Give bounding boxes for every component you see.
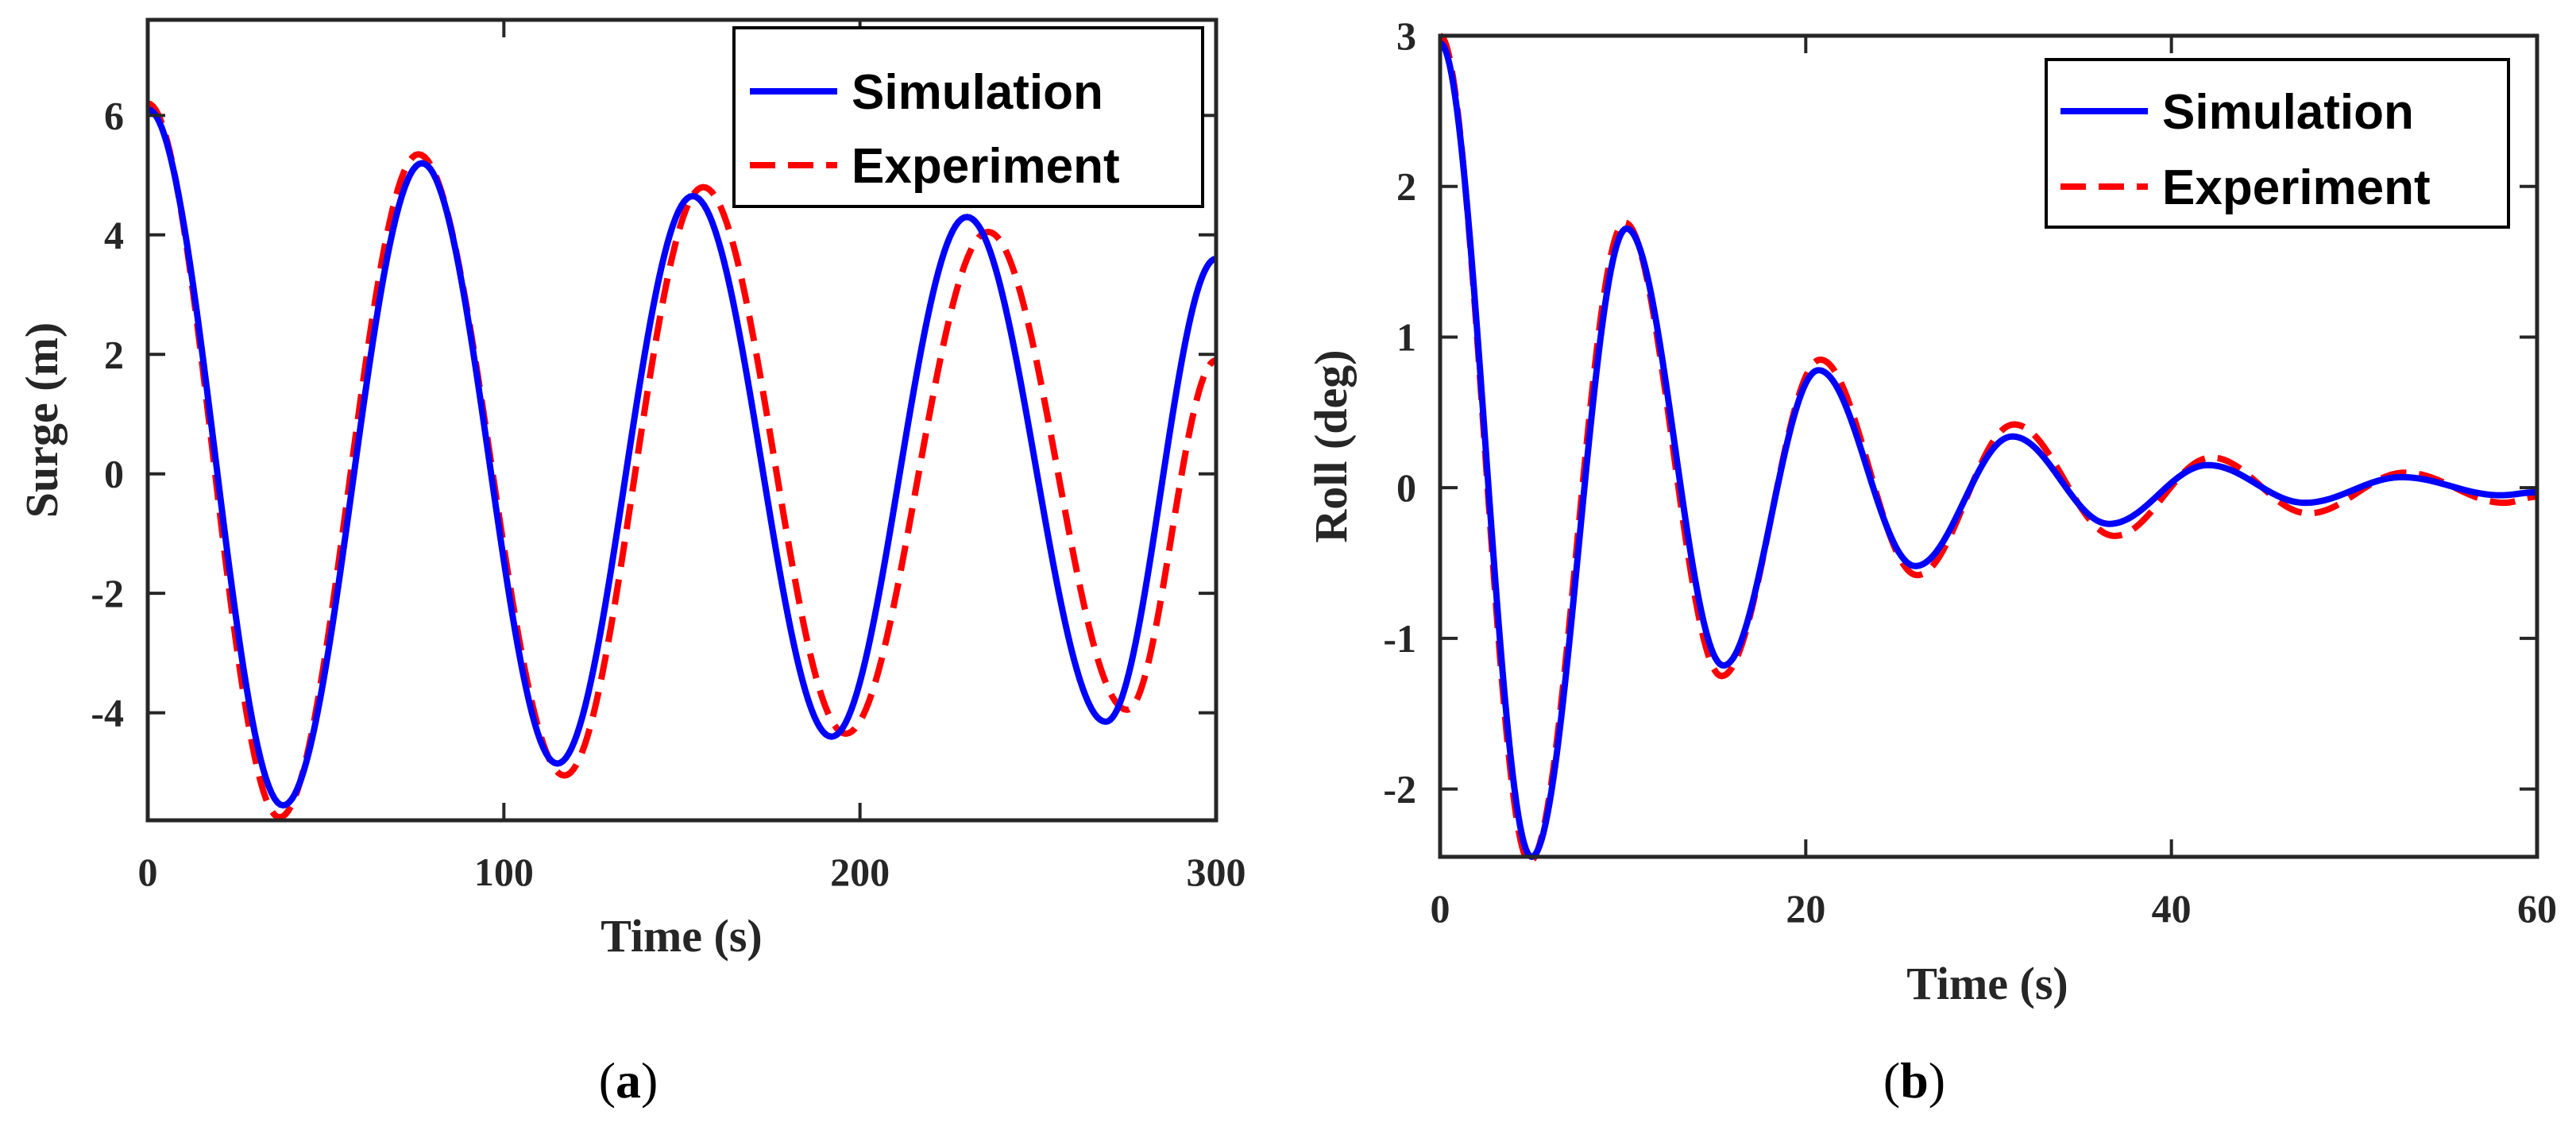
surge-x-tick-label: 200 [830,850,890,894]
surge-legend-simulation-label: Simulation [852,65,1103,120]
roll-x-tick-label: 60 [2517,886,2557,931]
surge-y-tick-label: 4 [104,213,124,257]
surge-y-tick-label: 6 [104,93,124,137]
surge-y-axis-label: Surge (m) [16,322,68,518]
surge-legend: Simulation Experiment [732,26,1204,208]
surge-panel-caption: (a) [599,1052,658,1109]
roll-x-tick-label: 0 [1431,886,1450,931]
surge-axes-frame [145,17,1218,823]
roll-legend-simulation-label: Simulation [2162,85,2414,140]
surge-y-tick-label: -4 [91,691,124,735]
surge-caption-open-paren: ( [599,1052,616,1109]
roll-ticks-layer: 0 20 40 60 -2 -1 0 1 2 3 [1383,13,2557,931]
roll-chart: 0 20 40 60 -2 -1 0 1 2 3 Simulation Experiment Ti… [1305,13,2557,1109]
surge-caption-close-paren: ) [641,1052,658,1109]
surge-legend-box [732,26,1204,208]
surge-series-simulation-line [146,106,1218,809]
roll-y-tick-label: 0 [1396,465,1416,510]
surge-x-tick-label: 100 [474,850,534,894]
roll-legend-box [2045,58,2510,229]
roll-caption-letter: b [1900,1052,1929,1109]
roll-y-tick-label: -2 [1383,767,1416,812]
surge-x-tick-label: 0 [138,850,158,894]
surge-x-tick-label: 300 [1187,850,1246,894]
surge-y-tick-label: -2 [91,571,124,615]
roll-y-tick-label: -1 [1383,616,1416,661]
surge-x-axis-label: Time (s) [601,910,763,962]
surge-series-experiment-line [146,100,1218,821]
surge-chart: 0 100 200 300 -4 -2 0 2 4 6 Simulation Experiment… [16,17,1246,1109]
surge-ticks-layer: 0 100 200 300 -4 -2 0 2 4 6 [91,20,1246,894]
surge-series-layer [146,100,1218,821]
roll-x-tick-label: 40 [2152,886,2192,931]
roll-y-axis-label: Roll (deg) [1305,349,1357,542]
roll-x-tick-label: 20 [1786,886,1825,931]
surge-y-tick-label: 2 [104,332,124,376]
roll-caption-open-paren: ( [1883,1052,1900,1109]
surge-legend-experiment-label: Experiment [852,139,1120,194]
roll-caption-close-paren: ) [1929,1052,1945,1109]
roll-axes-frame [1438,33,2539,859]
surge-y-tick-label: 0 [104,452,124,496]
roll-legend: Simulation Experiment [2045,58,2510,229]
roll-series-experiment-line [1439,33,2540,865]
roll-y-tick-label: 2 [1396,164,1416,209]
roll-y-tick-label: 3 [1396,13,1416,58]
roll-series-simulation-line [1439,40,2540,860]
roll-panel-caption: (b) [1883,1052,1945,1109]
roll-legend-experiment-label: Experiment [2162,160,2431,215]
surge-caption-letter: a [616,1052,641,1109]
roll-y-tick-label: 1 [1396,314,1416,359]
roll-series-layer [1439,33,2540,865]
roll-x-axis-label: Time (s) [1906,958,2068,1009]
